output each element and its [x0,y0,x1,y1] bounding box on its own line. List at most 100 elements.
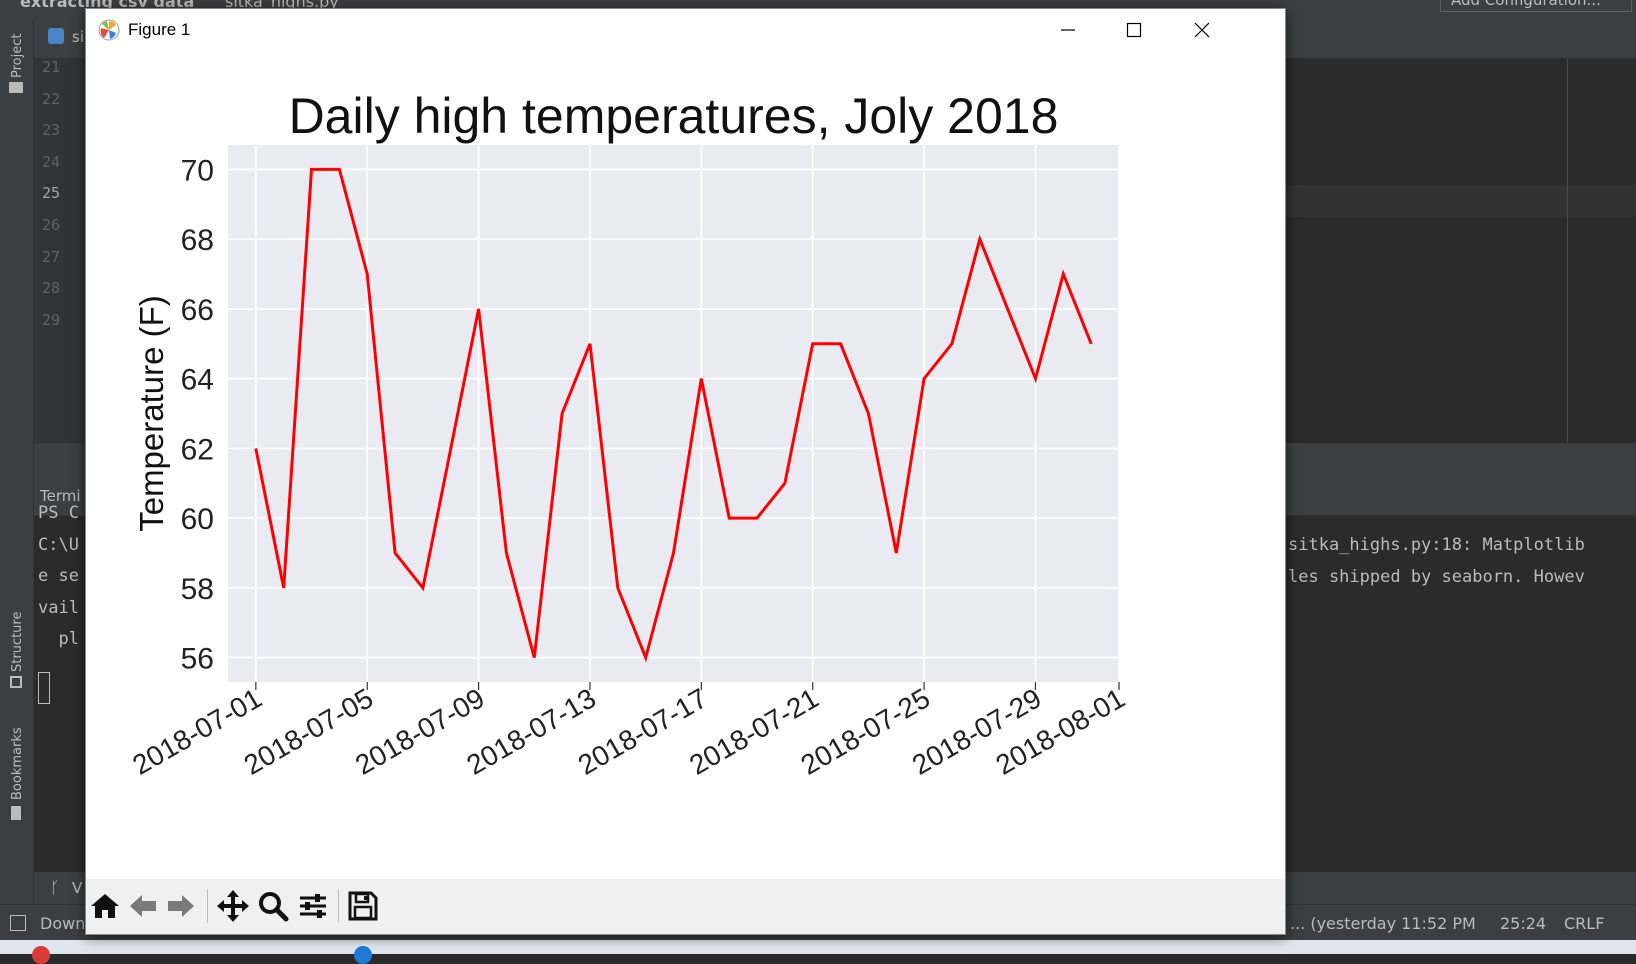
home-icon [91,894,119,918]
line-number: 29 [42,310,61,329]
status-line-ending[interactable]: CRLF [1564,914,1605,933]
data-point [422,587,424,589]
run-configuration-dropdown[interactable]: Add Configuration... [1440,0,1632,12]
status-message[interactable]: Down [40,914,86,933]
move-arrows-icon [217,890,249,922]
line-number: 25 [42,184,61,203]
data-point [338,168,340,170]
data-point [505,552,507,554]
close-button[interactable] [1168,9,1236,51]
configure-subplots-button[interactable] [294,887,332,925]
terminal-line: C:\U [38,534,79,555]
terminal-line: PS C [38,503,79,523]
data-point [784,482,786,484]
sliders-icon [300,894,326,918]
line-number: 26 [42,216,61,234]
breadcrumb-project[interactable]: extracting csv data [20,0,195,11]
data-point [923,378,925,380]
plot-background [228,145,1119,682]
y-tick-label: 60 [181,503,214,536]
data-point [645,657,647,659]
terminal-cursor [38,672,50,704]
matplotlib-logo-icon [98,19,120,41]
data-point [812,343,814,345]
line-number: 22 [42,89,61,108]
data-point [450,447,452,449]
chart-title: Daily high temperatures, Joly 2018 [289,88,1059,144]
back-arrow-icon [130,895,156,917]
line-chart: 2018-07-012018-07-052018-07-092018-07-13… [127,88,1130,781]
data-point [1034,378,1036,380]
save-figure-button[interactable] [344,887,382,925]
y-tick-label: 66 [181,294,214,327]
minimize-button[interactable] [1034,9,1102,51]
zoom-button[interactable] [254,887,292,925]
data-point [255,447,257,449]
window-title: Figure 1 [128,20,191,39]
terminal-line: pl [38,629,79,649]
terminal-line: e se [38,566,79,586]
figure-canvas[interactable]: 2018-07-01 2018-07-05 2018-07-09 2018-07-13… [86,51,1285,879]
folder-icon [9,82,23,93]
maximize-button[interactable] [1100,9,1168,51]
bookmark-icon [11,806,21,820]
y-tick-label: 70 [181,154,214,187]
back-button[interactable] [124,887,162,925]
structure-icon [10,676,22,688]
data-point [867,413,869,415]
y-tick-label: 62 [181,433,214,466]
y-tick-label: 64 [181,364,214,397]
data-point [895,552,897,554]
close-icon [1194,22,1210,38]
data-point [728,517,730,519]
ide-left-tool-strip: Project Structure Bookmarks [0,20,34,910]
data-point [1007,308,1009,310]
taskbar-app-icon-blue[interactable] [354,946,372,964]
y-tick-label: 56 [181,643,214,676]
sidebar-bookmarks-label[interactable]: Bookmarks [10,727,25,800]
data-point [533,657,535,659]
sidebar-structure-label[interactable]: Structure [10,611,25,672]
git-branch-icon: ᚴ [50,878,60,897]
home-button[interactable] [86,887,124,925]
data-point [1062,273,1064,275]
toolbar-separator [338,889,339,923]
data-point [283,587,285,589]
os-taskbar [0,940,1636,954]
data-point [366,273,368,275]
toolbar-separator [207,889,208,923]
status-caret-position[interactable]: 25:24 [1500,914,1547,933]
breadcrumb-file[interactable]: sitka_highs.py [225,0,339,11]
sidebar-project-label[interactable]: Project [10,33,25,78]
terminal-line: vail [38,597,79,618]
python-file-icon [48,28,64,44]
data-point [394,552,396,554]
status-commit-info[interactable]: ... (yesterday 11:52 PM [1290,914,1476,933]
maximize-icon [1126,22,1142,38]
forward-button[interactable] [162,887,200,925]
window-title-bar[interactable]: Figure 1 [86,9,1285,51]
data-point [979,238,981,240]
data-point [561,413,563,415]
y-tick-label: 68 [181,224,214,257]
version-control-tab[interactable]: V [72,879,83,897]
data-point [840,343,842,345]
minimize-icon [1061,29,1075,31]
status-panel-icon [10,915,26,931]
magnifier-icon [259,892,289,922]
right-margin-guide [1567,58,1568,443]
line-number: 21 [42,58,61,76]
line-number: 23 [42,121,61,140]
floppy-disk-icon [348,891,378,921]
pan-button[interactable] [214,887,252,925]
data-point [589,343,591,345]
editor-tab-fragment[interactable]: si [72,28,84,46]
taskbar-app-icon-red[interactable] [32,946,50,964]
temperature-series-line [254,167,1093,663]
terminal-tab[interactable]: Termi [40,487,81,505]
line-number-gutter [34,58,89,443]
data-point [700,378,702,380]
data-point [311,168,313,170]
line-number: 24 [42,152,61,171]
y-axis-label: Temperature (F) [133,295,170,532]
